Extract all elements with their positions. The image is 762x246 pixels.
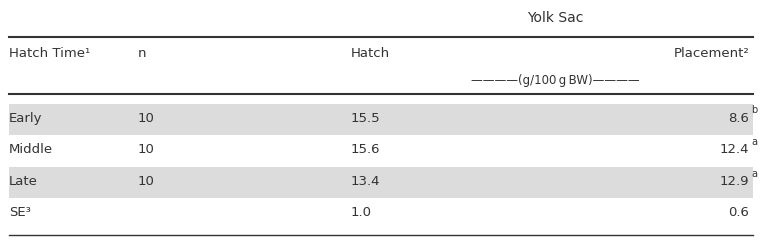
Text: Late: Late — [9, 175, 38, 188]
Text: 13.4: 13.4 — [351, 175, 380, 188]
Text: 15.6: 15.6 — [351, 143, 380, 156]
Text: 15.5: 15.5 — [351, 112, 380, 125]
Text: a: a — [751, 137, 757, 147]
Text: Placement²: Placement² — [674, 47, 749, 60]
Text: a: a — [751, 169, 757, 179]
Text: 1.0: 1.0 — [351, 206, 372, 219]
Text: 12.4: 12.4 — [720, 143, 749, 156]
Text: Hatch Time¹: Hatch Time¹ — [9, 47, 90, 60]
Text: 10: 10 — [138, 175, 155, 188]
FancyBboxPatch shape — [9, 104, 753, 135]
Text: Middle: Middle — [9, 143, 53, 156]
Text: ————(g/100 g BW)————: ————(g/100 g BW)———— — [472, 74, 640, 87]
Text: 10: 10 — [138, 112, 155, 125]
Text: n: n — [138, 47, 146, 60]
Text: SE³: SE³ — [9, 206, 30, 219]
Text: Early: Early — [9, 112, 43, 125]
Text: Hatch: Hatch — [351, 47, 389, 60]
Text: Yolk Sac: Yolk Sac — [527, 11, 584, 25]
Text: 8.6: 8.6 — [728, 112, 749, 125]
FancyBboxPatch shape — [9, 167, 753, 198]
Text: 0.6: 0.6 — [728, 206, 749, 219]
Text: 12.9: 12.9 — [720, 175, 749, 188]
Text: 10: 10 — [138, 143, 155, 156]
Text: b: b — [751, 105, 757, 115]
